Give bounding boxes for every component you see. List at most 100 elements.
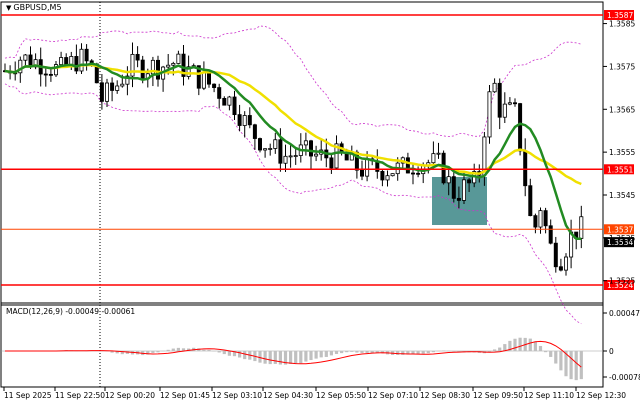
candle-body	[196, 65, 201, 89]
macd-histogram-bar	[350, 351, 354, 352]
macd-histogram-bar	[294, 351, 298, 364]
macd-histogram-bar	[273, 351, 277, 364]
macd-histogram-bar	[503, 344, 507, 351]
macd-histogram-bar	[304, 351, 308, 362]
macd-histogram-bar	[222, 351, 226, 355]
time-tick-label: 12 Sep 11:10	[524, 391, 574, 400]
macd-histogram-bar	[528, 338, 532, 351]
level-tag	[604, 164, 634, 175]
symbol-title: ▼ GBPUSD,M5	[6, 3, 62, 12]
candle-body	[293, 155, 298, 157]
level-tag-text: 1.3537	[607, 225, 633, 234]
candle-body	[380, 171, 385, 181]
candle-body	[487, 91, 492, 138]
macd-histogram-bar	[513, 338, 517, 351]
macd-histogram-bar	[319, 351, 323, 358]
candle-body	[222, 97, 227, 106]
macd-histogram-bar	[115, 351, 119, 354]
macd-histogram-bar	[370, 351, 374, 354]
macd-histogram-bar	[431, 351, 435, 353]
candle-body	[507, 102, 512, 105]
macd-histogram-bar	[544, 351, 548, 353]
level-tag	[604, 280, 634, 290]
candle-body	[502, 103, 507, 118]
candle-body	[385, 175, 390, 181]
macd-histogram-bar	[579, 351, 583, 380]
candle-body	[99, 82, 104, 102]
time-tick-label: 12 Sep 01:45	[160, 391, 210, 400]
candle-body	[543, 210, 548, 227]
macd-histogram-bar	[360, 351, 364, 353]
candle-body	[431, 153, 436, 164]
level-tag-text: 1.3524	[607, 281, 633, 290]
candle-body	[410, 172, 415, 175]
level-tag-text: 1.3587	[607, 11, 633, 20]
candle-body	[553, 242, 558, 268]
macd-histogram-bar	[436, 350, 441, 352]
candle-body	[247, 115, 252, 126]
candle-body	[263, 148, 268, 151]
macd-histogram-bar	[243, 351, 247, 360]
candle-body	[125, 75, 130, 85]
macd-histogram-bar	[227, 351, 231, 356]
macd-histogram-bar	[518, 337, 522, 351]
macd-signal-line	[5, 340, 582, 368]
price-axis: 1.35851.35751.35651.35551.35451.35351.35…	[603, 20, 635, 286]
macd-histogram-bar	[156, 351, 160, 353]
macd-tick-label: 0.00047	[609, 309, 640, 318]
candle-body	[579, 216, 584, 239]
macd-histogram-bar	[411, 351, 415, 354]
candle-body	[278, 139, 283, 164]
level-tag	[604, 10, 634, 20]
candle-body	[456, 197, 461, 201]
candle-body	[110, 82, 115, 91]
candle-body	[492, 82, 497, 93]
candle-body	[33, 59, 38, 68]
time-tick-label: 12 Sep 05:50	[316, 391, 366, 400]
upper-band	[4, 25, 582, 138]
candle-body	[359, 169, 364, 177]
candle-body	[329, 157, 334, 169]
price-tick-label: 1.3555	[609, 148, 635, 157]
candle-body	[227, 96, 232, 106]
macd-histogram-bar	[268, 351, 272, 365]
candle-body	[416, 172, 421, 175]
macd-histogram-bar	[238, 351, 242, 358]
candle-body	[176, 53, 181, 64]
candle-body	[171, 63, 176, 66]
macd-histogram-bar	[278, 351, 282, 365]
time-tick-label: 12 Sep 00:20	[105, 391, 155, 400]
macd-histogram-bar	[309, 351, 313, 361]
candle-body	[405, 157, 410, 174]
fast-ma-line	[4, 62, 582, 241]
macd-histogram-bar	[110, 351, 114, 353]
macd-histogram-bar	[365, 351, 369, 353]
candle-body	[23, 54, 28, 61]
macd-histogram-bar	[380, 351, 384, 354]
collapse-triangle-icon[interactable]: ▼	[6, 4, 12, 12]
price-tick-label: 1.3525	[609, 277, 635, 286]
level-tag-text: 1.3551	[607, 165, 633, 174]
macd-histogram-bar	[508, 340, 512, 351]
macd-histogram-bar	[217, 351, 221, 353]
macd-histogram-bar	[289, 351, 293, 364]
candle-body	[48, 73, 53, 76]
macd-histogram-bar	[283, 351, 288, 365]
candle-body	[303, 140, 308, 146]
candle-body	[135, 53, 140, 61]
level-tag	[604, 224, 634, 235]
macd-histogram-bar	[559, 351, 563, 371]
time-tick-label: 12 Sep 08:30	[420, 391, 470, 400]
macd-histogram-bar	[406, 351, 410, 355]
candle-body	[74, 56, 79, 72]
candlesticks	[3, 42, 584, 276]
macd-histogram-bar	[329, 351, 333, 356]
horizontal-levels[interactable]: 1.3587 1.3551 1.3537 1.3524 1.3534	[1, 10, 634, 290]
macd-histogram-bar	[498, 347, 502, 351]
candle-body	[497, 82, 502, 118]
candle-body	[252, 124, 257, 139]
macd-histogram-bar	[569, 351, 573, 380]
time-tick-label: 12 Sep 07:10	[368, 391, 418, 400]
candle-body	[513, 102, 518, 105]
